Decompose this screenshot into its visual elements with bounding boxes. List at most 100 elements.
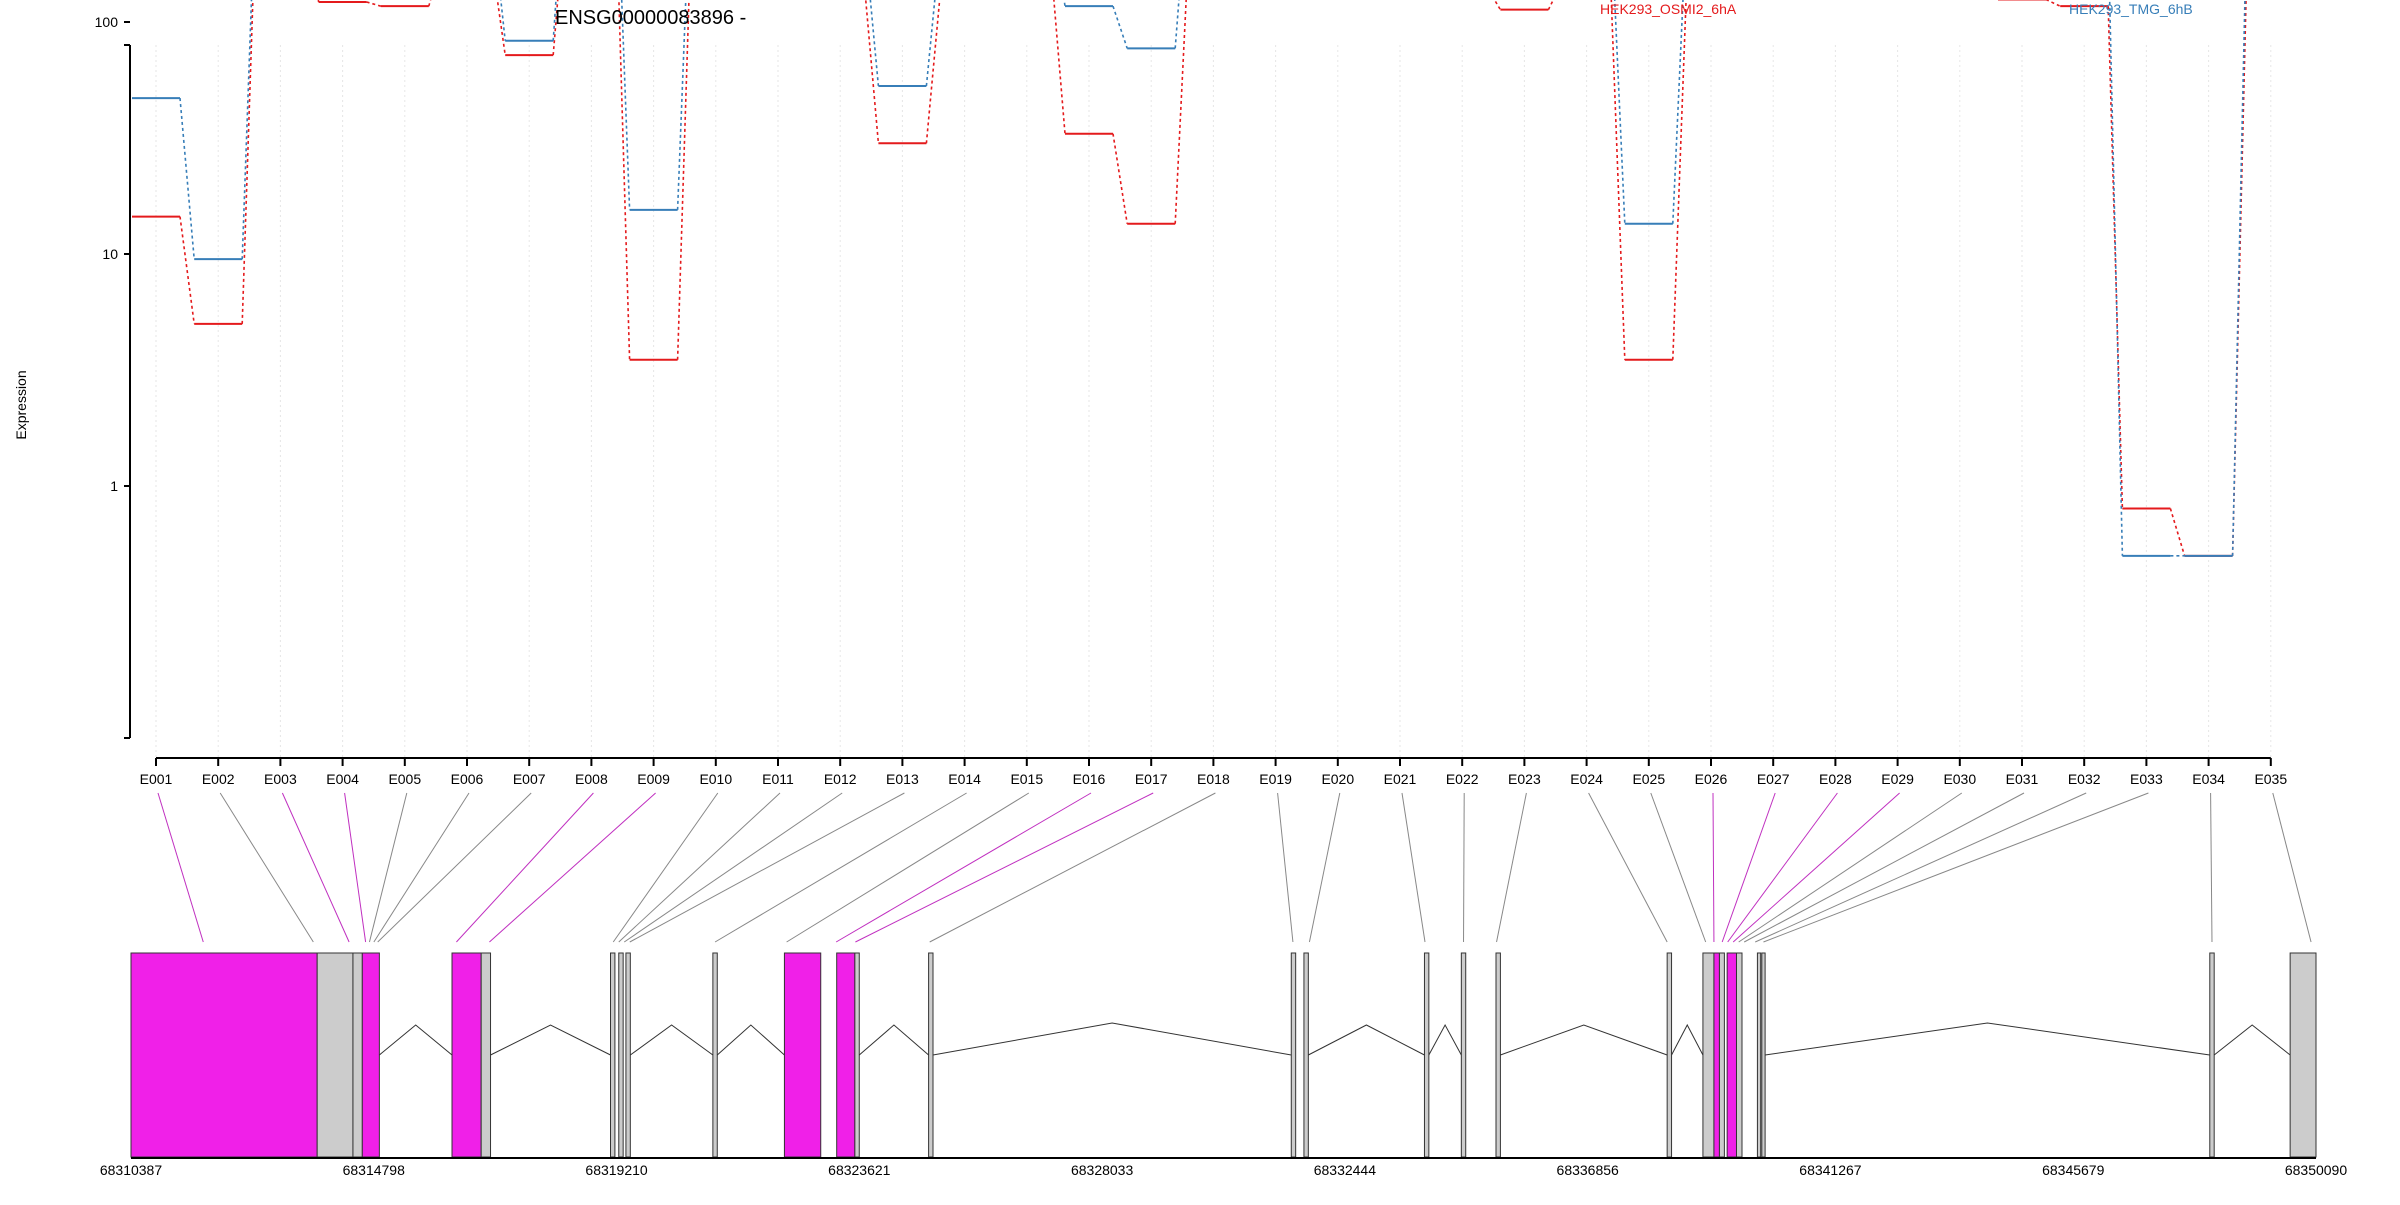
coordinate-label: 68341267: [1799, 1162, 1862, 1178]
coordinate-label: 68323621: [828, 1162, 891, 1178]
series-connector: [2107, 6, 2124, 509]
exon-box: [451, 952, 482, 1158]
series-connector: [676, 0, 690, 360]
exon-connector: [344, 792, 367, 943]
exon-connector: [623, 792, 843, 943]
exon-connector: [1650, 792, 1707, 943]
exon-connector: [1721, 792, 1776, 943]
x-tick-label: E006: [451, 771, 484, 787]
exon-connector: [835, 792, 1092, 943]
x-tick-label: E028: [1819, 771, 1852, 787]
x-tick-label: E013: [886, 771, 919, 787]
exon-connector: [1732, 792, 1900, 943]
grid-lines: [155, 45, 2272, 758]
exon-box: [1495, 952, 1501, 1158]
exon-box: [1718, 952, 1725, 1158]
exon-connector: [1496, 792, 1527, 943]
exon-connector: [1277, 792, 1294, 943]
x-tick-label: E032: [2068, 771, 2101, 787]
series-connector: [179, 216, 195, 324]
exon-box: [610, 952, 616, 1158]
intron-line: [932, 1022, 1292, 1056]
x-tick-label: E023: [1508, 771, 1541, 787]
series-connector: [869, 0, 880, 87]
y-tick-label: 10: [102, 246, 118, 262]
x-tick-label: E002: [202, 771, 235, 787]
coordinate-label: 68314798: [343, 1162, 406, 1178]
series-connector: [241, 0, 253, 260]
series-1: [132, 0, 2246, 557]
x-tick-label: E035: [2254, 771, 2287, 787]
series-connector: [1112, 5, 1128, 49]
x-tick-label: E025: [1632, 771, 1665, 787]
exon-box: [352, 952, 363, 1158]
intron-line: [1428, 1023, 1462, 1056]
exon-connector: [2210, 792, 2213, 943]
exon-connector: [612, 792, 719, 943]
x-tick-label: E016: [1073, 771, 1106, 787]
exon-box: [836, 952, 856, 1158]
exon-box: [1726, 952, 1737, 1158]
series-connector: [1174, 0, 1180, 49]
exon-box: [1290, 952, 1297, 1158]
exon-connector: [157, 792, 204, 943]
series-connector: [2169, 508, 2186, 557]
x-tick-label: E022: [1446, 771, 1479, 787]
exon-box: [361, 952, 380, 1158]
exon-connector: [368, 792, 408, 943]
exon-connector: [1743, 792, 2025, 943]
exon-connector: [489, 792, 656, 943]
exon-box: [130, 952, 318, 1158]
x-tick-label: E020: [1321, 771, 1354, 787]
x-tick-label: E007: [513, 771, 546, 787]
exon-connector: [929, 792, 1216, 943]
x-tick-label: E009: [637, 771, 670, 787]
exon-connector: [629, 792, 905, 943]
exon-connector: [1712, 792, 1715, 943]
exon-connectors: [157, 792, 2312, 943]
x-tick-label: E010: [699, 771, 732, 787]
exon-box: [1713, 952, 1720, 1158]
exon-box: [928, 952, 934, 1158]
series-connector: [1063, 0, 1066, 7]
series-connector: [1112, 133, 1128, 224]
coordinate-label: 68310387: [100, 1162, 163, 1178]
x-tick-label: E033: [2130, 771, 2163, 787]
exon-connector: [714, 792, 967, 943]
exon-box: [1460, 952, 1467, 1158]
series-group: [132, 0, 2247, 557]
coordinate-label: 68336856: [1557, 1162, 1620, 1178]
exon-box: [480, 952, 492, 1158]
x-tick-label: E024: [1570, 771, 1603, 787]
exon-box: [1735, 952, 1743, 1158]
exon-connector: [456, 792, 594, 943]
coordinate-label: 68345679: [2042, 1162, 2105, 1178]
series-connector: [925, 0, 941, 144]
exon-connector: [373, 792, 470, 943]
exon-box: [1761, 952, 1766, 1158]
coordinate-label: 68328033: [1071, 1162, 1134, 1178]
y-axis-label: Expression: [13, 370, 29, 439]
exon-box: [854, 952, 860, 1158]
series-connector: [1613, 0, 1626, 224]
exon-connector: [2272, 792, 2312, 943]
axes: 1 10 100 E001 E002 E003 E004 E005 E006 E007 E008 E0…: [95, 14, 2288, 787]
x-tick-label: E030: [1943, 771, 1976, 787]
x-tick-label: E019: [1259, 771, 1292, 787]
exon-connector: [786, 792, 1030, 943]
exon-box: [2209, 952, 2215, 1158]
exon-box: [316, 952, 354, 1158]
x-tick-label: E004: [326, 771, 359, 787]
legend-entry-osmi2: HEK293_OSMI2_6hA: [1600, 1, 1737, 17]
intron-line: [490, 1024, 611, 1056]
exon-connector: [1308, 792, 1341, 943]
x-tick-label: E008: [575, 771, 608, 787]
exon-connector: [855, 792, 1154, 943]
exon-connector: [1727, 792, 1838, 943]
x-tick-label: E014: [948, 771, 981, 787]
series-connector: [179, 98, 195, 260]
x-tick-label: E031: [2006, 771, 2039, 787]
series-connector: [428, 0, 432, 7]
exon-connector: [281, 792, 350, 943]
